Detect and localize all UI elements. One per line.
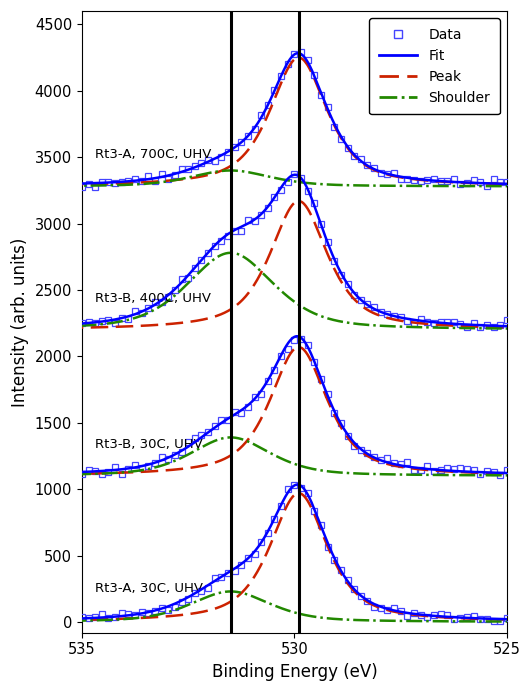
Text: Rt3-A, 700C, UHV: Rt3-A, 700C, UHV <box>95 148 211 161</box>
Legend: Data, Fit, Peak, Shoulder: Data, Fit, Peak, Shoulder <box>369 18 500 114</box>
Text: Rt3-B, 30C, UHV: Rt3-B, 30C, UHV <box>95 437 202 450</box>
Text: Rt3-A, 30C, UHV: Rt3-A, 30C, UHV <box>95 583 203 595</box>
Text: Rt3-B, 400C, UHV: Rt3-B, 400C, UHV <box>95 291 211 304</box>
X-axis label: Binding Energy (eV): Binding Energy (eV) <box>212 663 377 681</box>
Y-axis label: Intensity (arb. units): Intensity (arb. units) <box>11 237 29 406</box>
